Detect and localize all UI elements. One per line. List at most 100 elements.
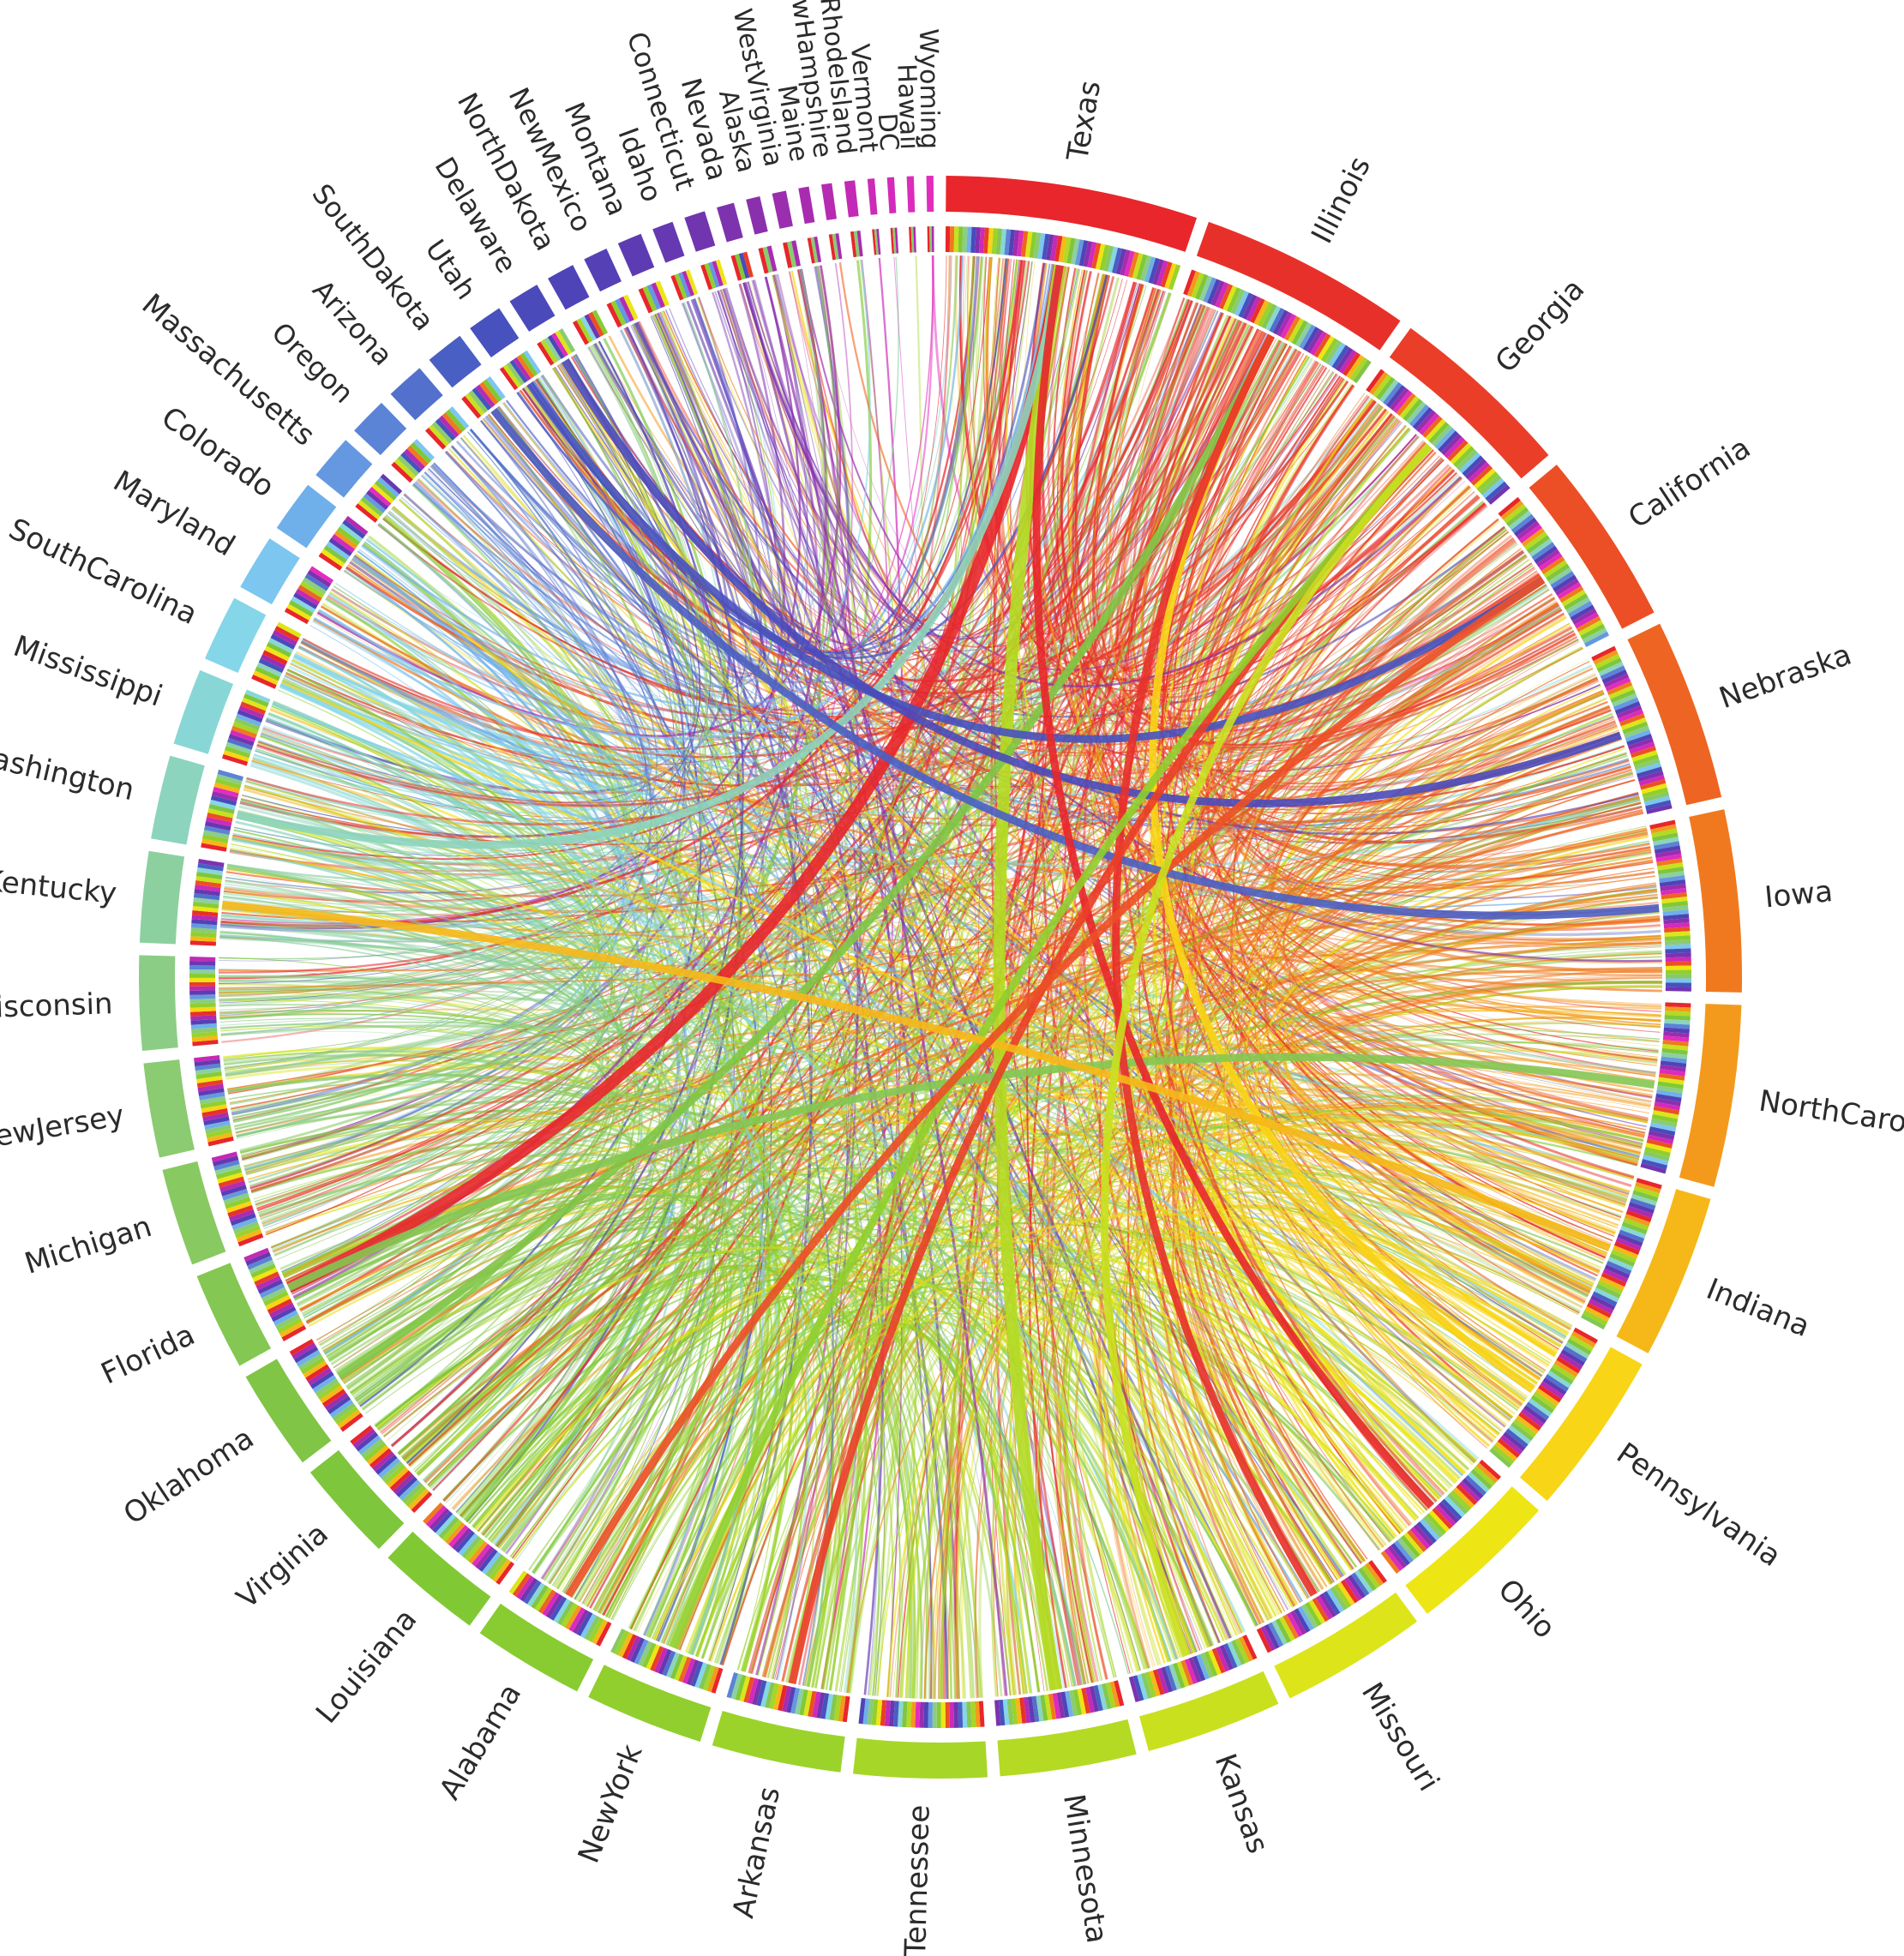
segment-strip <box>1103 245 1114 272</box>
segment-label: Wisconsin <box>0 987 113 1025</box>
chord-link <box>1209 398 1662 974</box>
chord-link <box>1240 647 1583 1428</box>
segment-label: Georgia <box>1489 273 1592 380</box>
segment-strip <box>1518 1412 1542 1431</box>
segment-strip <box>923 1701 929 1728</box>
segment-arc <box>1139 1671 1279 1751</box>
segment-strip <box>399 1479 421 1501</box>
segment-arc <box>276 484 337 549</box>
segment-strip <box>229 1209 255 1222</box>
chord-link <box>313 618 1662 993</box>
segment-strip <box>230 729 256 742</box>
segment-strip <box>324 1392 349 1411</box>
segment-strip <box>223 750 249 762</box>
segment-strip <box>1383 381 1402 405</box>
segment-strip <box>816 1692 826 1719</box>
chord-link <box>886 1289 1402 1697</box>
segment-strip <box>910 1701 916 1728</box>
segment-strip <box>704 262 717 289</box>
segment-strip <box>272 629 297 646</box>
chord-link <box>340 1234 1012 1696</box>
chord-link <box>265 1159 1294 1608</box>
segment-strip <box>461 395 482 419</box>
chord-link-highlight <box>565 576 1546 1598</box>
segment-strip <box>342 519 366 539</box>
segment-strip <box>1148 257 1161 284</box>
segment-strip <box>867 1698 874 1725</box>
chord-link <box>825 255 975 1690</box>
chord-link-highlight <box>993 264 1066 1691</box>
segment-strip <box>1208 1649 1222 1676</box>
segment-strip <box>1529 538 1553 557</box>
segment-label: Oklahoma <box>117 1421 260 1532</box>
chord-link <box>376 1227 691 1541</box>
segment-strip <box>1282 1614 1300 1640</box>
segment-strip <box>568 1607 586 1632</box>
segment-strip <box>833 1695 842 1721</box>
segment-strip <box>1062 237 1072 263</box>
segment-strip <box>1294 1608 1311 1633</box>
chord-link <box>223 1048 653 1515</box>
segment-strip <box>189 969 216 975</box>
segment-strip <box>1127 251 1139 279</box>
segment-strip <box>1015 1697 1023 1725</box>
segment-strip <box>1196 1653 1210 1680</box>
segment-strip <box>1328 342 1346 367</box>
segment-strip <box>1087 242 1097 268</box>
segment-strip <box>1658 1077 1685 1085</box>
segment-strip <box>1665 1006 1691 1012</box>
segment-strip <box>1545 1374 1570 1392</box>
segment-strip <box>1351 1572 1370 1596</box>
chord-link <box>257 412 1393 813</box>
segment-strip <box>1450 1490 1472 1512</box>
segment-strip <box>1198 275 1213 302</box>
segment-strip <box>1406 401 1426 424</box>
segment-strip <box>1582 627 1607 644</box>
segment-strip <box>435 418 456 441</box>
segment-arc <box>712 1711 845 1773</box>
segment-strip <box>1642 787 1668 798</box>
segment-strip <box>829 1694 838 1721</box>
segment-strip <box>531 1585 549 1610</box>
segment-strip <box>468 1540 488 1564</box>
segment-strip <box>711 1667 724 1694</box>
segment-strip <box>1540 1381 1565 1400</box>
segment-strip <box>195 872 223 880</box>
segment-strip <box>838 1695 846 1722</box>
segment-strip <box>1324 340 1342 365</box>
segment-strip <box>321 1389 346 1407</box>
segment-arc <box>798 186 815 225</box>
chord-link <box>1206 403 1624 1214</box>
segment-strip <box>192 910 219 917</box>
segment-strip <box>1625 1214 1650 1227</box>
segment-strip <box>690 1660 704 1687</box>
segment-strip <box>262 650 288 665</box>
segment-strip <box>199 1095 226 1105</box>
segment-strip <box>1361 1564 1380 1589</box>
segment-strip <box>1561 589 1586 607</box>
segment-strip <box>423 1502 444 1525</box>
segment-strip <box>1042 233 1050 260</box>
chord-link <box>742 282 1462 688</box>
segment-strip <box>1060 1691 1070 1718</box>
chord-link <box>893 256 1039 1693</box>
segment-strip <box>1631 1193 1657 1206</box>
segment-strip <box>835 233 843 260</box>
segment-strip <box>288 599 314 617</box>
segment-strip <box>1637 771 1664 783</box>
segment-strip <box>1662 1035 1690 1042</box>
segment-strip <box>1340 1579 1359 1604</box>
segment-strip <box>1173 1662 1186 1689</box>
segment-strip <box>1323 1591 1341 1616</box>
segment-strip <box>428 424 450 447</box>
chord-link <box>281 680 613 1282</box>
segment-strip <box>702 1665 716 1691</box>
chord-link <box>692 298 1646 1134</box>
chord-link <box>340 827 1648 1381</box>
segment-strip <box>1600 665 1626 681</box>
chord-link <box>249 380 686 1190</box>
segment-strip <box>236 1229 262 1243</box>
segment-strip <box>333 530 358 549</box>
segment-strip <box>506 362 525 386</box>
segment-strip <box>871 1699 879 1725</box>
